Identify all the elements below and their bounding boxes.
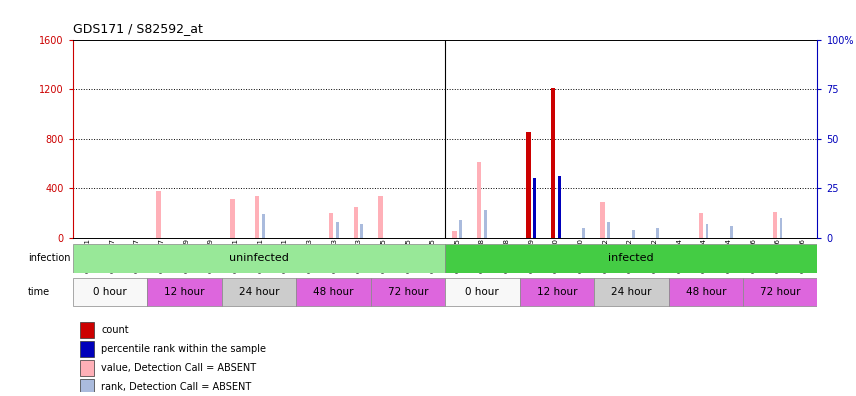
Text: value, Detection Call = ABSENT: value, Detection Call = ABSENT: [101, 363, 256, 373]
Bar: [296, 278, 371, 307]
Bar: [80, 341, 93, 357]
Bar: [378, 196, 383, 238]
Bar: [459, 220, 462, 238]
Bar: [730, 226, 733, 238]
Bar: [669, 278, 743, 307]
Bar: [698, 213, 704, 238]
Bar: [557, 176, 561, 238]
Text: rank, Detection Call = ABSENT: rank, Detection Call = ABSENT: [101, 382, 252, 392]
Bar: [484, 210, 486, 238]
Text: percentile rank within the sample: percentile rank within the sample: [101, 344, 266, 354]
Bar: [73, 278, 147, 307]
Bar: [445, 278, 520, 307]
Bar: [526, 132, 531, 238]
Bar: [354, 207, 358, 238]
Bar: [780, 218, 782, 238]
Bar: [336, 222, 339, 238]
Bar: [80, 379, 93, 395]
Text: 72 hour: 72 hour: [388, 287, 428, 297]
Bar: [262, 214, 265, 238]
Bar: [147, 278, 222, 307]
Bar: [80, 360, 93, 376]
Bar: [157, 190, 161, 238]
Text: count: count: [101, 325, 128, 335]
Bar: [743, 278, 817, 307]
Bar: [230, 199, 235, 238]
Text: 72 hour: 72 hour: [760, 287, 800, 297]
Bar: [551, 88, 556, 238]
Text: infection: infection: [28, 253, 70, 263]
Bar: [632, 230, 634, 238]
Text: time: time: [28, 287, 51, 297]
Bar: [773, 211, 777, 238]
Bar: [80, 322, 93, 338]
Bar: [73, 244, 445, 272]
Bar: [360, 224, 363, 238]
Bar: [607, 222, 609, 238]
Text: 24 hour: 24 hour: [611, 287, 651, 297]
Bar: [477, 162, 481, 238]
Bar: [600, 202, 604, 238]
Bar: [533, 178, 536, 238]
Text: 48 hour: 48 hour: [686, 287, 726, 297]
Text: infected: infected: [609, 253, 654, 263]
Text: 48 hour: 48 hour: [313, 287, 354, 297]
Bar: [452, 231, 457, 238]
Bar: [705, 224, 709, 238]
Bar: [445, 244, 817, 272]
Bar: [329, 213, 334, 238]
Bar: [371, 278, 445, 307]
Text: 24 hour: 24 hour: [239, 287, 279, 297]
Bar: [520, 278, 594, 307]
Bar: [582, 228, 586, 238]
Bar: [255, 196, 259, 238]
Text: uninfected: uninfected: [229, 253, 288, 263]
Text: 0 hour: 0 hour: [93, 287, 127, 297]
Text: 12 hour: 12 hour: [164, 287, 205, 297]
Bar: [657, 228, 659, 238]
Bar: [594, 278, 669, 307]
Bar: [222, 278, 296, 307]
Text: 0 hour: 0 hour: [466, 287, 499, 297]
Text: 12 hour: 12 hour: [537, 287, 577, 297]
Text: GDS171 / S82592_at: GDS171 / S82592_at: [73, 22, 203, 35]
